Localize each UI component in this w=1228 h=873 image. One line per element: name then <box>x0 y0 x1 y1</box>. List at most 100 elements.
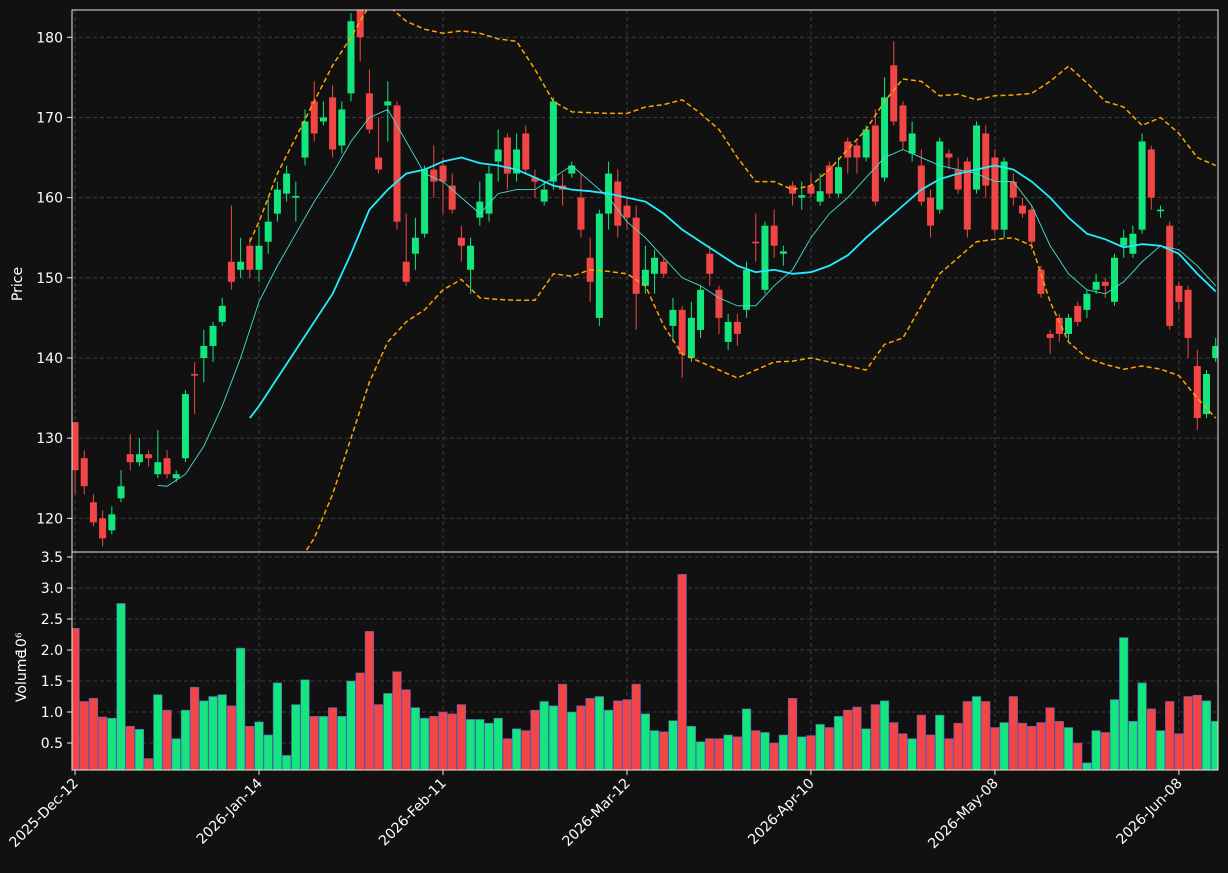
volume-bar <box>631 683 641 770</box>
volume-bar <box>907 738 917 770</box>
volume-bar <box>383 693 393 770</box>
candle-body <box>237 261 245 270</box>
y-tick-label: 140 <box>36 351 63 367</box>
candle-body <box>1166 225 1174 326</box>
candle-body <box>761 225 769 290</box>
volume-bar <box>364 631 375 770</box>
volume-bar <box>567 711 577 770</box>
candle-body <box>1074 305 1082 322</box>
candle-body <box>439 165 447 182</box>
candle-body <box>1055 317 1063 334</box>
candle-body <box>917 165 925 202</box>
volume-bar <box>1054 721 1064 770</box>
volume-bar <box>438 711 448 770</box>
volume-bar <box>1192 694 1202 770</box>
candle-body <box>816 191 824 202</box>
candle-body <box>384 101 392 106</box>
volume-bar <box>971 696 982 770</box>
volume-bar <box>1211 721 1218 770</box>
candle-body <box>264 221 272 242</box>
candle-body <box>319 117 327 122</box>
candle-body <box>595 213 603 318</box>
volume-bar <box>594 696 604 770</box>
volume-bar <box>116 603 126 770</box>
candle-body <box>623 205 631 218</box>
volume-bar <box>695 741 706 770</box>
candle-body <box>779 251 787 254</box>
candle-body <box>1092 281 1100 290</box>
candle-body <box>1065 317 1073 334</box>
candle-body <box>365 93 373 130</box>
y-tick-label: 150 <box>36 271 63 287</box>
candle-body <box>733 321 741 334</box>
volume-bar <box>640 713 650 770</box>
volume-bar <box>898 733 908 770</box>
candle-body <box>899 105 907 142</box>
candle-body <box>991 157 999 230</box>
volume-bar <box>392 671 402 770</box>
candle-body <box>522 133 530 170</box>
volume-bar <box>999 722 1009 770</box>
candle-body <box>181 394 189 459</box>
volume-bar <box>447 713 457 770</box>
candle-body <box>163 458 171 475</box>
volume-bar <box>134 729 145 770</box>
volume-bar <box>705 738 715 770</box>
volume-bar <box>815 724 825 770</box>
volume-bar <box>778 734 788 770</box>
candle-body <box>789 185 797 194</box>
candle-body <box>494 149 502 162</box>
volume-bar <box>291 704 301 770</box>
candle-body <box>614 181 622 226</box>
volume-bar <box>208 696 218 770</box>
candle-body <box>283 173 291 194</box>
volume-bar <box>760 732 770 770</box>
candle-body <box>338 109 346 146</box>
volume-bar <box>98 716 108 770</box>
volume-bar <box>879 700 890 770</box>
volume-bar <box>79 701 89 770</box>
candle-body <box>347 21 355 94</box>
candle-body <box>798 195 806 198</box>
volume-bar <box>272 682 283 770</box>
volume-bar <box>373 704 384 770</box>
volume-bar <box>1201 700 1212 770</box>
candle-body <box>209 325 217 346</box>
volume-bar <box>355 672 365 770</box>
volume-bar <box>1128 721 1138 770</box>
candle-body <box>669 309 677 326</box>
candle-body <box>1129 233 1137 254</box>
volume-bar <box>530 709 540 770</box>
candle-body <box>807 185 815 194</box>
volume-bar <box>806 735 816 770</box>
volume-bar <box>1174 733 1184 770</box>
volume-bar <box>861 728 871 770</box>
candle-body <box>1083 293 1091 310</box>
candle-body <box>908 133 916 154</box>
volume-bar <box>1017 722 1028 770</box>
volume-bar <box>751 730 761 770</box>
volume-bar <box>1100 732 1110 770</box>
candle-body <box>724 321 732 342</box>
volume-bar <box>714 738 724 770</box>
volume-bar <box>465 719 476 770</box>
candle-body <box>936 141 944 210</box>
volume-bar <box>88 698 99 770</box>
volume-bar <box>1119 637 1129 770</box>
volume-bar <box>521 730 531 770</box>
volume-bar <box>125 725 135 770</box>
y-tick-label: 180 <box>36 30 63 46</box>
y-tick-label: 170 <box>36 110 63 126</box>
volume-bar <box>180 709 191 770</box>
volume-bar <box>153 694 163 770</box>
candle-body <box>853 145 861 158</box>
volume-bar <box>1027 725 1037 770</box>
y-tick-label: 2.0 <box>41 643 63 659</box>
candle-body <box>1111 257 1119 302</box>
candle-body <box>246 245 254 270</box>
volume-bar <box>217 694 227 770</box>
volume-bar <box>1109 699 1120 770</box>
candle-body <box>890 65 898 122</box>
candle-body <box>1019 205 1027 214</box>
volume-bar <box>337 716 347 770</box>
